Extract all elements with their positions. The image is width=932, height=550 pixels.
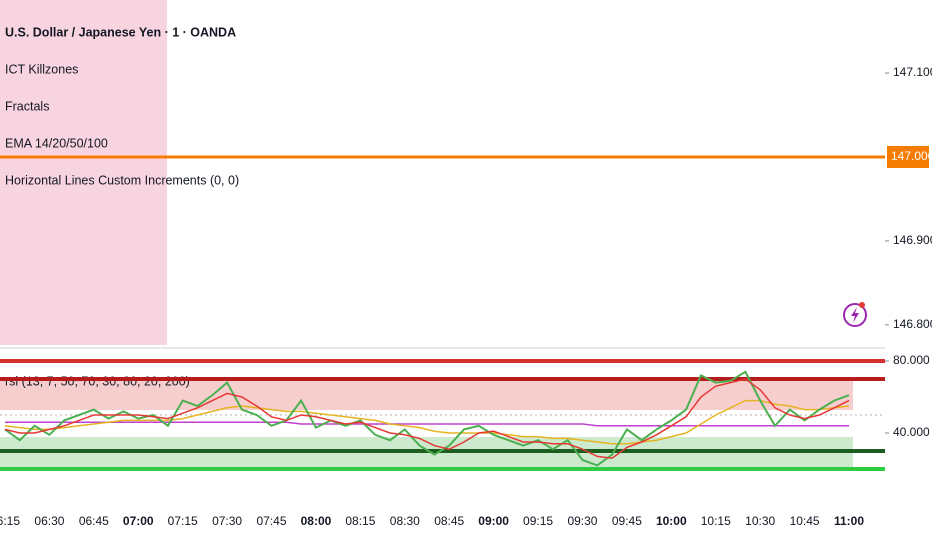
x-tick-label: 09:30	[567, 514, 597, 528]
rsi-line	[4, 370, 850, 467]
x-tick-label: 07:45	[257, 514, 287, 528]
x-tick-label: 07:30	[212, 514, 242, 528]
x-tick-label: 06:30	[34, 514, 64, 528]
x-tick-label: 09:00	[478, 514, 509, 528]
x-tick-label: 10:00	[656, 514, 687, 528]
indicator-label: ICT Killzones	[5, 62, 78, 76]
x-tick-label: 06:45	[79, 514, 109, 528]
killzone	[0, 0, 167, 345]
x-tick-label: 07:15	[168, 514, 198, 528]
indicator-label: EMA 14/20/50/100	[5, 136, 108, 150]
rsi-line	[4, 399, 850, 445]
price-label-bg	[887, 145, 929, 168]
rsi-line	[4, 378, 850, 459]
x-tick-label: 10:45	[790, 514, 820, 528]
alert-icon[interactable]	[843, 302, 867, 327]
rsi-line	[5, 421, 849, 427]
indicator-label: rsi (13, 7, 50, 70, 30, 80, 20, 200)	[5, 374, 190, 388]
y-tick-label: 146.900	[893, 233, 932, 247]
overbought-band	[0, 380, 853, 410]
y-tick-label: 40.000	[893, 425, 930, 439]
x-tick-label: 11:00	[834, 514, 864, 528]
x-tick-label: 08:45	[434, 514, 464, 528]
x-tick-label: 10:15	[701, 514, 731, 528]
y-tick-label: 147.100	[893, 65, 932, 79]
y-tick-label: 80.000	[893, 353, 930, 367]
x-tick-label: 08:15	[345, 514, 375, 528]
indicator-label: Horizontal Lines Custom Increments (0, 0…	[5, 173, 239, 187]
x-tick-label: 08:30	[390, 514, 420, 528]
indicator-label: Fractals	[5, 99, 49, 113]
x-tick-label: 08:00	[301, 514, 332, 528]
x-tick-label: 07:00	[123, 514, 154, 528]
x-tick-label: 09:15	[523, 514, 553, 528]
y-tick-label: 146.800	[893, 317, 932, 331]
x-tick-label: 10:30	[745, 514, 775, 528]
symbol-title: U.S. Dollar / Japanese Yen · 1 · OANDA	[5, 25, 236, 39]
price-label: 147.000	[891, 149, 932, 163]
x-tick-label: 09:45	[612, 514, 642, 528]
x-tick-label: 06:15	[0, 514, 20, 528]
